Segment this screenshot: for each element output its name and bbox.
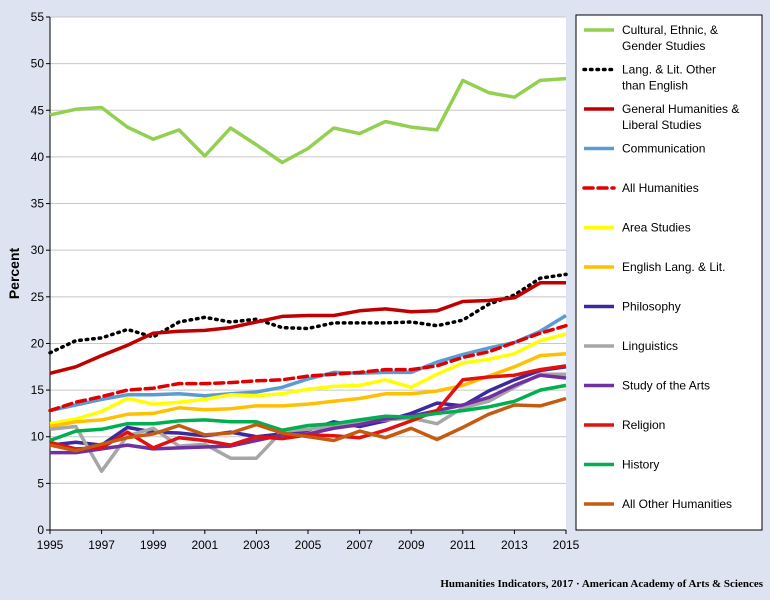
series-line <box>49 76 567 165</box>
legend-label: Cultural, Ethnic, & <box>622 23 718 37</box>
y-tick-label: 30 <box>31 243 45 257</box>
series-line <box>49 281 566 375</box>
series-line <box>49 372 566 473</box>
y-tick-label: 40 <box>31 150 45 164</box>
y-tick-label: 15 <box>31 383 45 397</box>
legend-label: History <box>622 458 659 472</box>
legend-item: Cultural, Ethnic, & Gender Studies <box>584 23 718 53</box>
legend-label: English Lang. & Lit. <box>622 260 725 274</box>
x-tick-label: 2013 <box>501 538 528 552</box>
series-lines <box>48 76 568 473</box>
y-tick-label: 0 <box>37 523 44 537</box>
x-tick-label: 1997 <box>88 538 115 552</box>
x-tick-label: 2005 <box>295 538 322 552</box>
x-tick-label: 1995 <box>37 538 64 552</box>
series-line <box>48 272 568 355</box>
x-tick-label: 2001 <box>191 538 218 552</box>
legend-label: Liberal Studies <box>622 118 701 132</box>
legend-item: Religion <box>584 418 665 432</box>
legend-item: All Humanities <box>582 181 699 195</box>
legend-item: Communication <box>584 142 705 156</box>
y-tick-label: 50 <box>31 57 45 71</box>
legend-item: History <box>584 458 659 472</box>
x-tick-label: 1999 <box>140 538 167 552</box>
y-tick-label: 10 <box>31 430 45 444</box>
legend-label: Philosophy <box>622 300 681 314</box>
x-tick-label: 2011 <box>450 538 476 552</box>
legend-item: Philosophy <box>584 300 681 314</box>
legend-item: All Other Humanities <box>584 497 732 511</box>
legend-item: English Lang. & Lit. <box>584 260 725 274</box>
plot-area <box>50 17 566 530</box>
source-credit: Humanities Indicators, 2017 · American A… <box>440 578 763 590</box>
x-tick-label: 2009 <box>398 538 425 552</box>
legend-label: Study of the Arts <box>622 379 710 393</box>
y-axis-label: Percent <box>6 247 22 299</box>
y-tick-label: 55 <box>31 10 45 24</box>
axes: 0 5 10 15 20 25 30 35 40 45 50 55 1995 1997 1999 2001 20… <box>31 10 580 552</box>
series-line <box>49 314 567 413</box>
legend-label: Linguistics <box>622 339 678 353</box>
legend: Cultural, Ethnic, & Gender Studies Lang. &… <box>575 14 763 531</box>
legend-box <box>575 14 763 531</box>
legend-label: than English <box>622 79 688 93</box>
legend-item: General Humanities & Liberal Studies <box>584 102 739 132</box>
legend-item: Study of the Arts <box>584 379 710 393</box>
y-tick-label: 35 <box>31 197 45 211</box>
legend-label: All Humanities <box>622 181 699 195</box>
y-tick-label: 25 <box>31 290 45 304</box>
series-line <box>49 396 567 453</box>
series-line <box>48 323 568 413</box>
series-line <box>49 332 567 426</box>
legend-label: Lang. & Lit. Other <box>622 63 716 77</box>
x-tick-label: 2007 <box>346 538 373 552</box>
series-line <box>49 383 567 443</box>
legend-item: Area Studies <box>584 221 691 235</box>
legend-label: Religion <box>622 418 665 432</box>
legend-label: General Humanities & <box>622 102 739 116</box>
x-tick-label: 2015 <box>553 538 580 552</box>
x-tick-label: 2003 <box>243 538 270 552</box>
legend-label: Communication <box>622 142 705 156</box>
y-tick-label: 20 <box>31 336 45 350</box>
y-tick-label: 5 <box>37 476 44 490</box>
legend-label: Gender Studies <box>622 39 705 53</box>
legend-label: All Other Humanities <box>622 497 732 511</box>
legend-item: Lang. & Lit. Other than English <box>582 63 716 93</box>
y-tick-label: 45 <box>31 103 45 117</box>
legend-label: Area Studies <box>622 221 691 235</box>
legend-item: Linguistics <box>584 339 678 353</box>
